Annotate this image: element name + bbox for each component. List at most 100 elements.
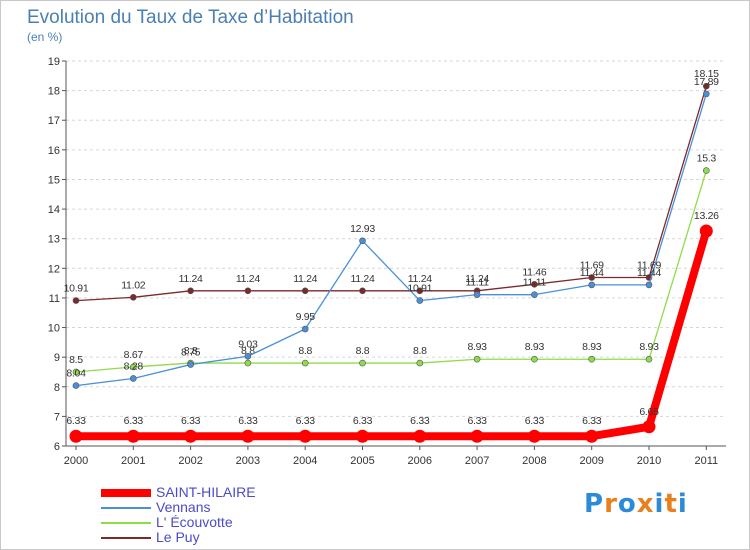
data-point [531, 280, 538, 288]
data-label: 6.33 [467, 415, 487, 427]
legend-item-ecouvotte: L' Écouvotte [101, 514, 401, 530]
data-label: 8.8 [184, 345, 198, 357]
data-point [699, 224, 713, 238]
data-label: 11.11 [465, 277, 489, 289]
data-point [527, 429, 541, 443]
x-tick-label: 2002 [178, 455, 202, 467]
y-tick-label: 10 [48, 323, 60, 335]
data-label: 11.44 [637, 267, 661, 279]
y-tick-label: 14 [48, 204, 60, 216]
data-point [359, 237, 366, 245]
legend: SAINT-HILAIRE Vennans L' Écouvotte Le Pu… [101, 484, 401, 545]
y-tick-label: 11 [49, 293, 60, 305]
data-point [72, 297, 80, 304]
data-label: 11.46 [522, 266, 546, 278]
series-line [72, 226, 711, 441]
chart-title: Evolution du Taux de Taxe d’Habitation [27, 7, 354, 28]
data-point [702, 90, 710, 98]
y-tick-label: 17 [48, 115, 60, 127]
data-label: 9.95 [296, 311, 316, 323]
data-label: 6.33 [353, 415, 373, 427]
data-label: 6.33 [181, 415, 201, 427]
legend-swatch-le-puy [101, 536, 151, 539]
data-label: 11.02 [121, 279, 145, 291]
data-point [588, 355, 596, 363]
data-point [69, 429, 83, 443]
data-label: 6.33 [582, 415, 602, 427]
data-label: 8.67 [124, 349, 144, 361]
data-label: 11.24 [236, 273, 260, 285]
data-label: 8.04 [66, 368, 86, 380]
data-label: 11.69 [580, 259, 604, 271]
data-point [359, 359, 366, 367]
series-line [75, 169, 707, 373]
data-label: 9.03 [238, 338, 258, 350]
logo-letter: r [604, 489, 618, 519]
data-label: 12.93 [350, 223, 375, 235]
data-point [184, 429, 198, 443]
legend-label-ecouvotte: L' Écouvotte [156, 514, 233, 530]
data-label: 6.33 [525, 415, 545, 427]
data-label: 6.33 [238, 415, 258, 427]
data-point [244, 352, 252, 360]
data-point [585, 429, 599, 443]
data-point [130, 294, 137, 301]
data-point [244, 287, 252, 295]
data-label: 8.93 [582, 341, 602, 353]
data-label: 10.91 [407, 283, 432, 295]
legend-swatch-saint-hilaire [101, 488, 151, 497]
x-tick-label: 2009 [579, 455, 603, 467]
legend-swatch-ecouvotte [101, 521, 151, 524]
data-point [301, 359, 309, 367]
data-point [588, 281, 596, 289]
data-point [416, 287, 424, 295]
logo-letter: P [584, 489, 605, 519]
y-tick-label: 16 [48, 145, 60, 157]
proxiti-logo: Proxiti [584, 489, 688, 519]
y-tick-label: 6 [54, 441, 60, 453]
data-label: 8.93 [467, 341, 487, 353]
data-point [642, 420, 656, 434]
data-label: 11.24 [293, 273, 317, 285]
y-tick-label: 12 [48, 263, 60, 275]
y-tick-label: 18 [48, 86, 60, 98]
data-label: 17.89 [694, 76, 719, 88]
x-tick-label: 2007 [465, 455, 489, 467]
logo-letter: i [677, 489, 688, 519]
legend-label-le-puy: Le Puy [156, 529, 200, 545]
data-point [416, 297, 424, 304]
legend-item-le-puy: Le Puy [101, 529, 401, 545]
data-point [413, 429, 427, 443]
data-label: 8.8 [298, 345, 312, 357]
data-label: 11.24 [465, 273, 489, 285]
data-label: 11.11 [523, 277, 547, 289]
y-tick-label: 19 [48, 56, 60, 68]
data-label: 8.93 [639, 341, 659, 353]
data-label: 10.91 [64, 283, 89, 295]
data-label: 11.24 [408, 273, 432, 285]
y-tick-label: 13 [48, 234, 60, 246]
data-point [301, 325, 309, 333]
data-point [588, 274, 596, 281]
legend-swatch-vennans [101, 506, 151, 509]
y-tick-label: 9 [54, 352, 60, 364]
x-tick-label: 2005 [350, 455, 374, 467]
data-point [470, 429, 484, 443]
data-point [72, 368, 80, 376]
data-point [244, 359, 252, 367]
legend-label-vennans: Vennans [156, 499, 211, 515]
x-tick-label: 2011 [694, 455, 718, 467]
data-label: 8.93 [525, 341, 545, 353]
series-line [75, 85, 707, 302]
logo-letter: t [664, 489, 678, 519]
data-point [473, 355, 481, 363]
data-point [241, 429, 255, 443]
data-label: 11.24 [179, 273, 203, 285]
chart-subtitle: (en %) [27, 30, 63, 44]
data-label: 8.28 [124, 360, 144, 372]
data-point [359, 287, 366, 295]
data-point [645, 355, 653, 363]
x-tick-label: 2003 [236, 455, 260, 467]
